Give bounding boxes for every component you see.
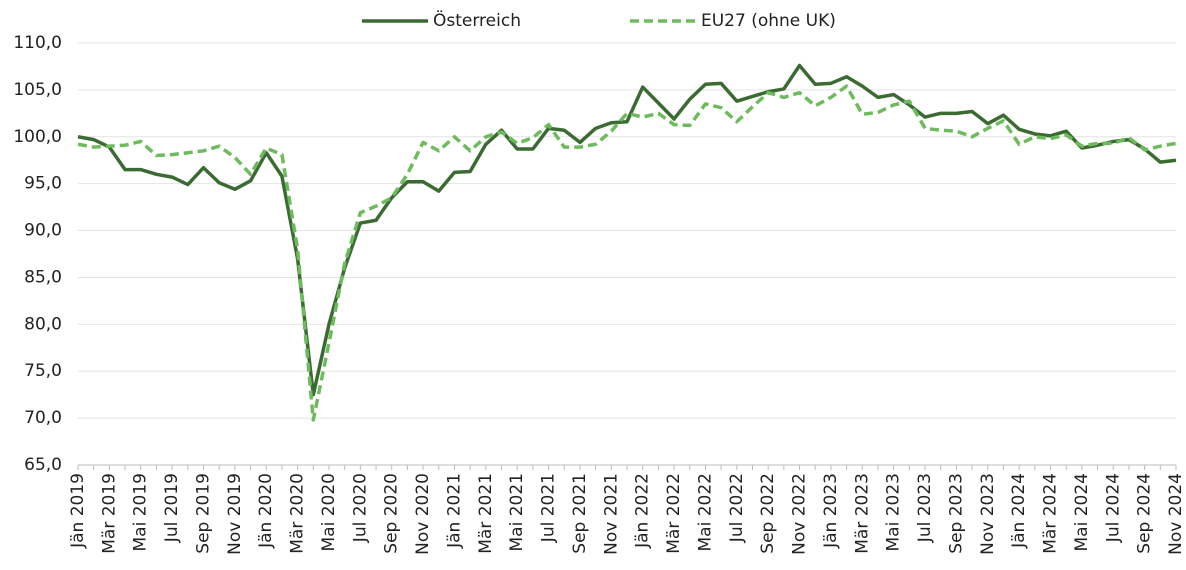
x-tick-label: Nov 2019 xyxy=(225,473,245,555)
y-tick-label: 80,0 xyxy=(24,314,62,334)
y-tick-label: 70,0 xyxy=(24,408,62,428)
x-tick-label: Jul 2024 xyxy=(1103,473,1123,543)
x-tick-label: Mai 2024 xyxy=(1072,473,1092,551)
y-tick-label: 110,0 xyxy=(13,33,62,53)
y-tick-label: 95,0 xyxy=(24,174,62,194)
legend-label: EU27 (ohne UK) xyxy=(701,11,836,31)
y-tick-label: 75,0 xyxy=(24,361,62,381)
x-tick-label: Jän 2023 xyxy=(821,473,841,549)
y-tick-label: 100,0 xyxy=(13,127,62,147)
x-tick-label: Mär 2024 xyxy=(1041,473,1061,554)
x-tick-label: Mai 2019 xyxy=(131,473,151,551)
x-tick-label: Sep 2024 xyxy=(1135,473,1155,554)
x-tick-label: Jän 2019 xyxy=(68,473,88,549)
x-tick-label: Mai 2022 xyxy=(695,473,715,551)
x-tick-label: Mär 2021 xyxy=(476,473,496,554)
series-line xyxy=(77,84,1177,422)
x-tick-label: Jän 2024 xyxy=(1009,473,1029,549)
legend-label: Österreich xyxy=(433,9,521,31)
y-tick-label: 85,0 xyxy=(24,267,62,287)
x-tick-label: Mai 2020 xyxy=(319,473,339,551)
y-tick-label: 105,0 xyxy=(13,80,62,100)
x-tick-label: Sep 2019 xyxy=(193,473,213,554)
x-tick-label: Jul 2022 xyxy=(727,473,747,543)
y-tick-label: 90,0 xyxy=(24,221,62,241)
x-tick-label: Jul 2019 xyxy=(162,473,182,543)
x-tick-label: Jän 2021 xyxy=(444,473,464,549)
x-tick-label: Jul 2020 xyxy=(350,473,370,543)
x-tick-label: Sep 2022 xyxy=(758,473,778,554)
x-tick-label: Nov 2021 xyxy=(601,473,621,555)
x-tick-label: Sep 2021 xyxy=(570,473,590,554)
x-tick-label: Jul 2023 xyxy=(915,473,935,543)
x-tick-label: Mär 2020 xyxy=(288,473,308,554)
x-tick-label: Nov 2024 xyxy=(1166,473,1186,555)
x-tick-label: Mai 2021 xyxy=(507,473,527,551)
x-tick-label: Sep 2020 xyxy=(382,473,402,554)
x-tick-label: Nov 2022 xyxy=(790,473,810,555)
x-tick-label: Jän 2020 xyxy=(256,473,276,549)
x-tick-label: Sep 2023 xyxy=(946,473,966,554)
x-tick-label: Nov 2020 xyxy=(413,473,433,555)
x-tick-label: Jän 2022 xyxy=(633,473,653,549)
x-tick-label: Nov 2023 xyxy=(978,473,998,555)
x-tick-label: Mär 2022 xyxy=(664,473,684,554)
x-tick-label: Mär 2023 xyxy=(852,473,872,554)
x-tick-label: Mai 2023 xyxy=(884,473,904,551)
series-line xyxy=(77,63,1177,397)
x-tick-label: Mär 2019 xyxy=(99,473,119,554)
x-tick-label: Jul 2021 xyxy=(539,473,559,543)
y-tick-label: 65,0 xyxy=(24,455,62,475)
